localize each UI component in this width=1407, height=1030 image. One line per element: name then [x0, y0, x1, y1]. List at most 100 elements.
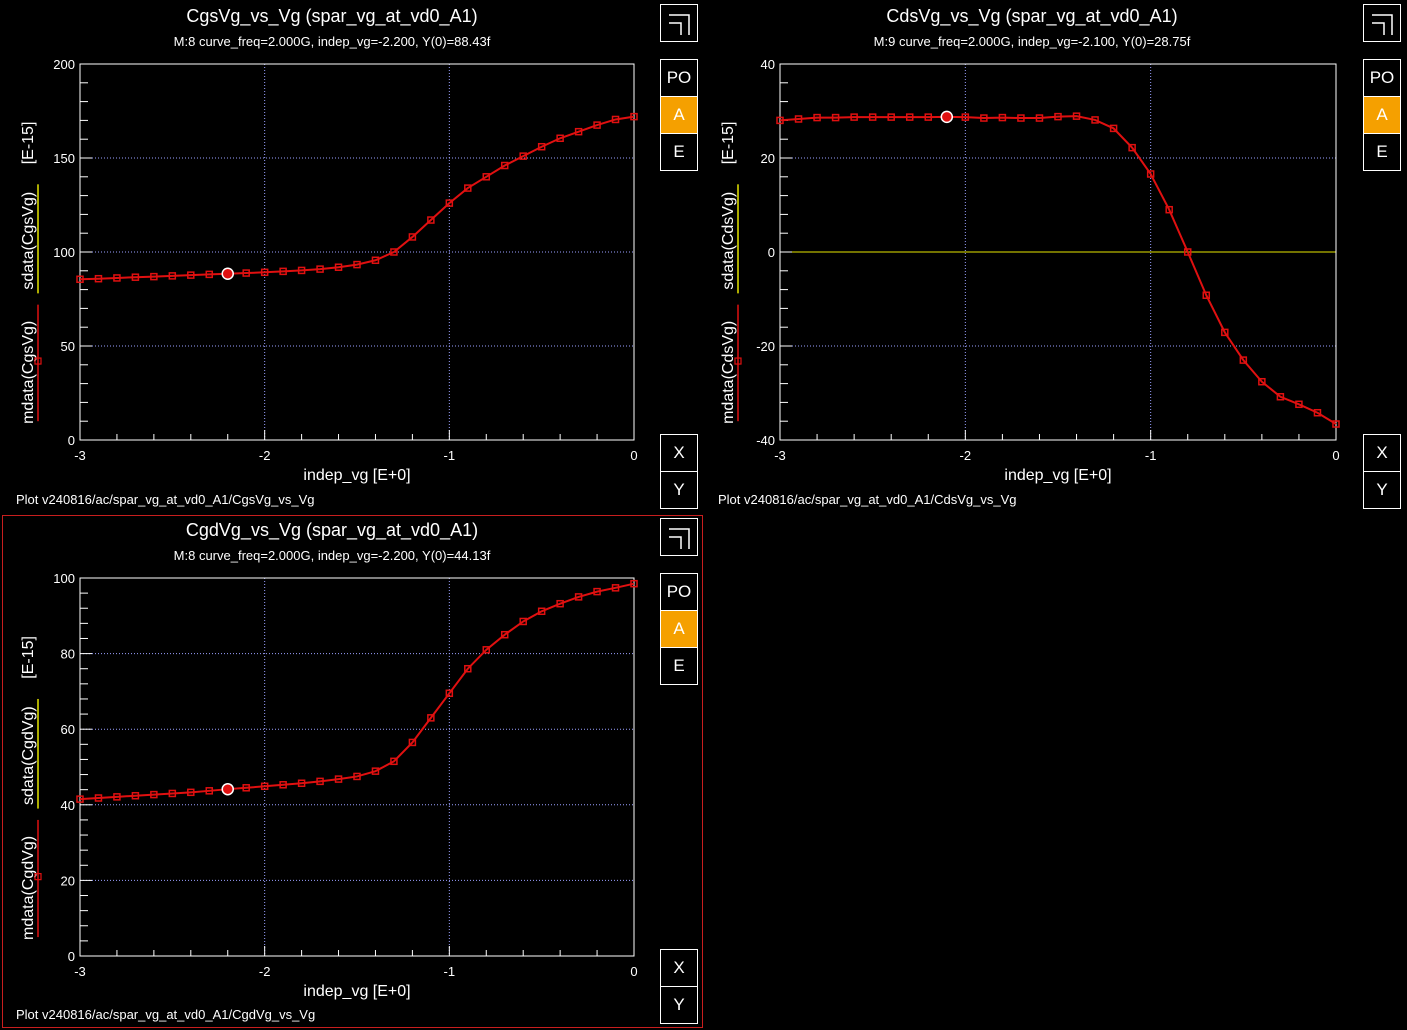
mdata-label: mdata(CgdVg) — [20, 836, 37, 940]
y-unit-label: [E-15] — [720, 122, 737, 165]
data-curve — [79, 115, 635, 281]
data-point — [537, 607, 546, 616]
data-point — [150, 790, 158, 799]
data-point — [371, 256, 380, 265]
plot-subtitle: M:8 curve_freq=2.000G, indep_vg=-2.200, … — [173, 34, 491, 49]
data-point — [408, 233, 417, 241]
x-tick-label: -3 — [774, 448, 786, 463]
data-point — [1054, 112, 1062, 121]
x-tick-label: -3 — [74, 964, 86, 979]
data-point — [1276, 393, 1285, 401]
data-point — [187, 271, 195, 279]
x-tick-label: 0 — [630, 448, 637, 463]
y-tick-label: 80 — [61, 647, 75, 662]
y-axis-button[interactable]: Y — [660, 471, 698, 509]
data-point — [593, 587, 601, 596]
x-axis-label: indep_vg [E+0] — [303, 467, 411, 484]
data-point — [1202, 291, 1211, 299]
y-unit-label: [E-15] — [20, 122, 37, 165]
x-axis-button[interactable]: X — [1363, 434, 1401, 472]
plot-subtitle: M:8 curve_freq=2.000G, indep_vg=-2.200, … — [173, 548, 491, 563]
plot-area[interactable]: -40 -20 0 20 40 -3 -2 -1 0 — [732, 54, 1358, 470]
data-point — [150, 272, 158, 281]
x-tick-label: -2 — [259, 964, 271, 979]
data-point — [205, 270, 214, 279]
data-point — [242, 784, 250, 792]
x-tick-label: -1 — [444, 448, 456, 463]
data-point — [242, 269, 250, 277]
plot-title: CdsVg_vs_Vg (spar_vg_at_vd0_A1) — [886, 6, 1178, 26]
plot-path: Plot v240816/ac/spar_vg_at_vd0_A1/CgdVg_… — [16, 1007, 316, 1022]
y-tick-label: 0 — [68, 433, 75, 448]
data-point — [887, 113, 895, 121]
data-point — [260, 268, 269, 277]
plot-toolbar: PO A E — [660, 518, 698, 685]
data-point — [556, 599, 564, 608]
y-axis-button[interactable]: Y — [660, 986, 698, 1024]
data-point — [168, 789, 177, 798]
mdata-label: mdata(CgsVg) — [20, 321, 37, 424]
data-point — [1017, 114, 1025, 122]
data-point — [76, 275, 84, 284]
a-button[interactable]: A — [660, 610, 698, 648]
data-point — [427, 216, 435, 224]
x-axis-label: indep_vg [E+0] — [1004, 467, 1112, 484]
data-point — [1183, 248, 1192, 256]
data-point — [482, 173, 491, 181]
cursor-marker — [221, 267, 234, 281]
data-point — [500, 630, 509, 639]
x-axis-label: indep_vg [E+0] — [303, 983, 411, 1000]
e-button[interactable]: E — [1363, 133, 1401, 171]
data-point — [1128, 143, 1136, 152]
e-button[interactable]: E — [660, 133, 698, 171]
data-point — [1332, 420, 1340, 428]
mdata-legend-marker — [34, 873, 42, 881]
plot-area[interactable]: 0 50 100 150 200 -3 -2 -1 0 — [32, 54, 656, 470]
mdata-legend-marker — [734, 357, 742, 365]
corner-layout-icon[interactable] — [660, 4, 698, 42]
po-button[interactable]: PO — [660, 573, 698, 611]
data-point — [980, 114, 988, 122]
data-point — [537, 142, 546, 151]
y-axis-label: [E-15] sdata(CdsVg) mdata(CdsVg) — [720, 122, 742, 424]
data-point — [297, 779, 306, 788]
y-tick-label: 20 — [761, 151, 775, 166]
plot-area[interactable]: 0 20 40 60 80 100 -3 -2 -1 0 — [32, 568, 656, 986]
data-point — [1239, 356, 1248, 364]
po-button[interactable]: PO — [660, 59, 698, 97]
y-tick-label: 50 — [61, 339, 75, 354]
a-button[interactable]: A — [1363, 96, 1401, 134]
sdata-label: sdata(CgsVg) — [20, 192, 37, 290]
x-tick-label: -1 — [444, 964, 456, 979]
x-axis-button[interactable]: X — [660, 949, 698, 987]
y-tick-label: -20 — [756, 339, 775, 354]
a-button[interactable]: A — [660, 96, 698, 134]
data-point — [794, 115, 803, 123]
y-axis-button[interactable]: Y — [1363, 471, 1401, 509]
data-point — [390, 248, 398, 256]
plot-title: CgdVg_vs_Vg (spar_vg_at_vd0_A1) — [185, 520, 479, 540]
data-point — [297, 266, 306, 275]
y-tick-label: 20 — [61, 873, 75, 888]
data-point — [1221, 328, 1229, 337]
data-point — [94, 794, 103, 802]
po-button[interactable]: PO — [1363, 59, 1401, 97]
data-point — [556, 134, 564, 143]
data-point — [260, 782, 269, 791]
mdata-label: mdata(CdsVg) — [720, 321, 737, 424]
x-axis-button[interactable]: X — [660, 434, 698, 472]
y-tick-label: 100 — [53, 245, 75, 260]
data-point — [1072, 112, 1081, 120]
data-point — [630, 579, 638, 588]
data-point — [1258, 377, 1266, 386]
data-point — [131, 273, 140, 281]
corner-layout-icon[interactable] — [1363, 4, 1401, 42]
data-point — [1035, 114, 1044, 122]
e-button[interactable]: E — [660, 647, 698, 685]
data-point — [593, 121, 601, 129]
plot-path: Plot v240816/ac/spar_vg_at_vd0_A1/CdsVg_… — [718, 492, 1017, 507]
corner-layout-icon[interactable] — [660, 518, 698, 556]
data-point — [279, 267, 287, 276]
data-point — [574, 127, 583, 136]
